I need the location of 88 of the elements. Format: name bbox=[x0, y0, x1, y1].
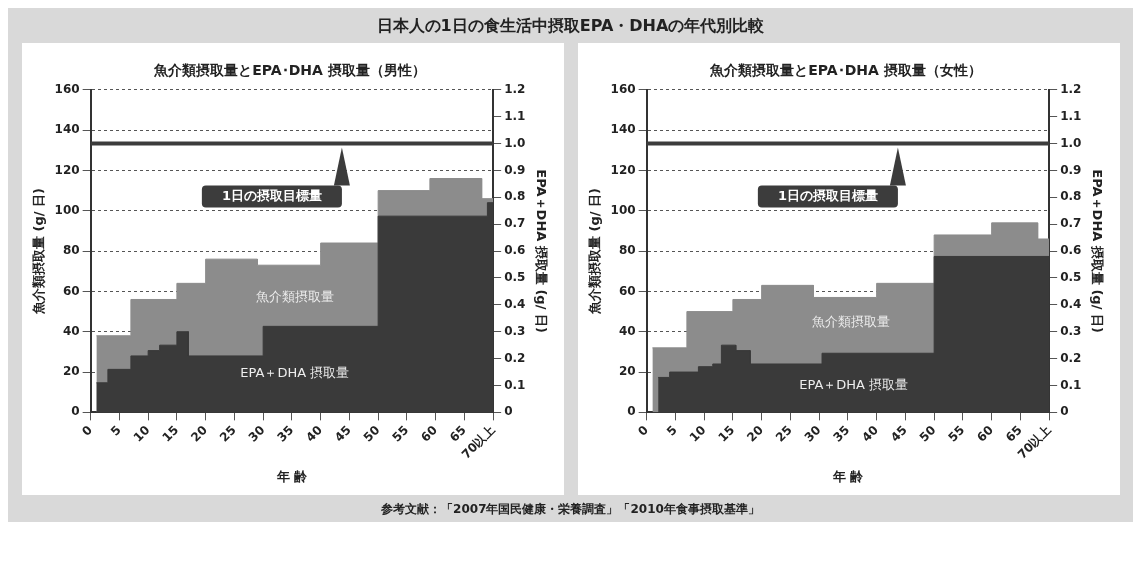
x-tick-label: 10 bbox=[686, 422, 708, 445]
y2-tick-label: 0 bbox=[1059, 404, 1068, 419]
x-tick-label: 60 bbox=[417, 422, 440, 445]
x-tick-label: 0 bbox=[78, 422, 95, 439]
y-tick-label: 0 bbox=[626, 404, 636, 419]
x-tick-label: 50 bbox=[916, 422, 938, 445]
y-tick-label: 20 bbox=[618, 364, 636, 379]
chart-title: 魚介類摂取量とEPA･DHA 摂取量（男性） bbox=[152, 62, 426, 79]
x-axis-title: 年 齢 bbox=[275, 468, 308, 484]
y2-tick-label: 1.2 bbox=[1059, 81, 1081, 96]
y2-tick-label: 0.3 bbox=[1059, 323, 1081, 338]
ref-line-label: 1日の摂取目標量 bbox=[221, 187, 322, 203]
x-tick-label: 35 bbox=[274, 422, 296, 445]
y2-tick-label: 0.2 bbox=[503, 350, 525, 365]
y-tick-label: 140 bbox=[610, 122, 636, 137]
series-label: 魚介類摂取量 bbox=[811, 314, 890, 330]
y2-tick-label: 0.3 bbox=[503, 323, 525, 338]
y2-tick-label: 0.8 bbox=[503, 189, 525, 204]
x-tick-label: 65 bbox=[1002, 422, 1025, 445]
y2-tick-label: 1.0 bbox=[503, 135, 525, 150]
y2-tick-label: 0.1 bbox=[1059, 377, 1081, 392]
text: 参考文献：「2007年国民健康・栄養調査」「2010年食事摂取基準」 bbox=[380, 501, 761, 518]
x-tick-label: 5 bbox=[107, 422, 124, 439]
x-tick-label: 45 bbox=[887, 422, 910, 445]
x-tick-label: 40 bbox=[858, 422, 881, 445]
chart-title: 魚介類摂取量とEPA･DHA 摂取量（女性） bbox=[708, 62, 982, 79]
y2-tick-label: 1.1 bbox=[503, 108, 525, 123]
y-tick-label: 160 bbox=[54, 81, 80, 96]
x-tick-label: 30 bbox=[245, 422, 267, 445]
series-label: EPA＋DHA 摂取量 bbox=[239, 365, 349, 381]
y-axis-title: 魚介類摂取量 (g/ 日) bbox=[30, 188, 46, 316]
y2-tick-label: 0.5 bbox=[1059, 270, 1081, 285]
x-tick-label: 10 bbox=[130, 422, 152, 445]
ref-line-label: 1日の摂取目標量 bbox=[777, 187, 878, 203]
x-tick-label: 50 bbox=[360, 422, 382, 445]
y-tick-label: 0 bbox=[70, 404, 80, 419]
y-tick-label: 80 bbox=[618, 243, 636, 258]
text: 日本人の1日の食生活中摂取EPA・DHAの年代別比較 bbox=[375, 16, 766, 37]
x-tick-label: 40 bbox=[302, 422, 325, 445]
x-tick-label: 55 bbox=[389, 422, 411, 445]
y2-tick-label: 1.1 bbox=[1059, 108, 1081, 123]
y-tick-label: 100 bbox=[610, 202, 636, 217]
y2-tick-label: 0.8 bbox=[1059, 189, 1081, 204]
x-tick-label: 35 bbox=[830, 422, 852, 445]
y2-tick-label: 0.6 bbox=[1059, 243, 1081, 258]
y-tick-label: 80 bbox=[62, 243, 80, 258]
y2-tick-label: 0.5 bbox=[503, 270, 525, 285]
y2-tick-label: 0.6 bbox=[503, 243, 525, 258]
series-label: EPA＋DHA 摂取量 bbox=[798, 377, 908, 393]
y-tick-label: 100 bbox=[54, 202, 80, 217]
x-axis-title: 年 齢 bbox=[831, 468, 864, 484]
y-tick-label: 40 bbox=[618, 323, 636, 338]
x-tick-label: 25 bbox=[216, 422, 239, 445]
x-tick-label: 0 bbox=[634, 422, 651, 439]
x-tick-label: 5 bbox=[663, 422, 680, 439]
y-tick-label: 60 bbox=[618, 283, 636, 298]
y-tick-label: 160 bbox=[610, 81, 636, 96]
x-tick-label: 55 bbox=[945, 422, 967, 445]
y-tick-label: 140 bbox=[54, 122, 80, 137]
y2-tick-label: 0.4 bbox=[503, 296, 525, 311]
x-tick-label: 30 bbox=[801, 422, 823, 445]
y2-tick-label: 0.7 bbox=[503, 216, 525, 231]
y-tick-label: 60 bbox=[62, 283, 80, 298]
x-tick-label: 20 bbox=[743, 422, 766, 445]
y2-axis-title: EPA＋DHA 摂取量 (g/ 日) bbox=[1089, 169, 1105, 333]
y2-tick-label: 1.2 bbox=[503, 81, 525, 96]
y2-tick-label: 0 bbox=[503, 404, 512, 419]
y2-axis-title: EPA＋DHA 摂取量 (g/ 日) bbox=[533, 169, 549, 333]
y-axis-title: 魚介類摂取量 (g/ 日) bbox=[586, 188, 602, 316]
y-tick-label: 20 bbox=[62, 364, 80, 379]
y-tick-label: 40 bbox=[62, 323, 80, 338]
x-tick-label: 20 bbox=[187, 422, 210, 445]
y2-tick-label: 0.9 bbox=[1059, 162, 1081, 177]
y2-tick-label: 0.1 bbox=[503, 377, 525, 392]
y-tick-label: 120 bbox=[610, 162, 636, 177]
x-tick-label: 45 bbox=[331, 422, 354, 445]
x-tick-label: 15 bbox=[159, 422, 181, 445]
x-tick-label: 15 bbox=[715, 422, 737, 445]
y2-tick-label: 0.9 bbox=[503, 162, 525, 177]
x-tick-label: 60 bbox=[973, 422, 996, 445]
y2-tick-label: 0.7 bbox=[1059, 216, 1081, 231]
series-label: 魚介類摂取量 bbox=[255, 288, 334, 304]
y2-tick-label: 0.2 bbox=[1059, 350, 1081, 365]
x-tick-label: 25 bbox=[772, 422, 795, 445]
y-tick-label: 120 bbox=[54, 162, 80, 177]
x-tick-label: 65 bbox=[446, 422, 469, 445]
y2-tick-label: 0.4 bbox=[1059, 296, 1081, 311]
y2-tick-label: 1.0 bbox=[1059, 135, 1081, 150]
